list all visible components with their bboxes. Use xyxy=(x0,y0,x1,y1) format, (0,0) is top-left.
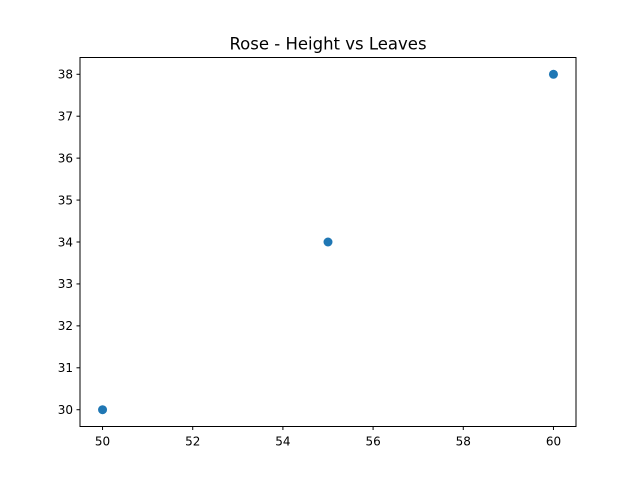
x-tick-label: 60 xyxy=(546,435,561,449)
y-tick-label: 33 xyxy=(58,277,73,291)
chart-title: Rose - Height vs Leaves xyxy=(229,35,426,54)
y-tick-label: 37 xyxy=(58,110,73,124)
y-tick-label: 32 xyxy=(58,319,73,333)
y-tick-label: 38 xyxy=(58,68,73,82)
data-point xyxy=(98,405,108,415)
data-points xyxy=(98,69,558,415)
x-tick-label: 56 xyxy=(365,435,380,449)
plot-area-frame xyxy=(79,57,577,427)
y-tick-label: 35 xyxy=(58,193,73,207)
x-tick-label: 58 xyxy=(456,435,471,449)
x-tick-label: 50 xyxy=(95,435,110,449)
y-tick-label: 34 xyxy=(58,235,73,249)
data-point xyxy=(548,69,558,79)
y-tick-label: 30 xyxy=(58,403,73,417)
x-tick-label: 54 xyxy=(275,435,290,449)
data-point xyxy=(323,237,333,247)
y-tick-label: 36 xyxy=(58,151,73,165)
axis-ticks: 50 52 54 56 58 60 30 31 32 33 34 35 36 37 38 xyxy=(58,68,561,449)
x-tick-label: 52 xyxy=(185,435,200,449)
y-tick-label: 31 xyxy=(58,361,73,375)
